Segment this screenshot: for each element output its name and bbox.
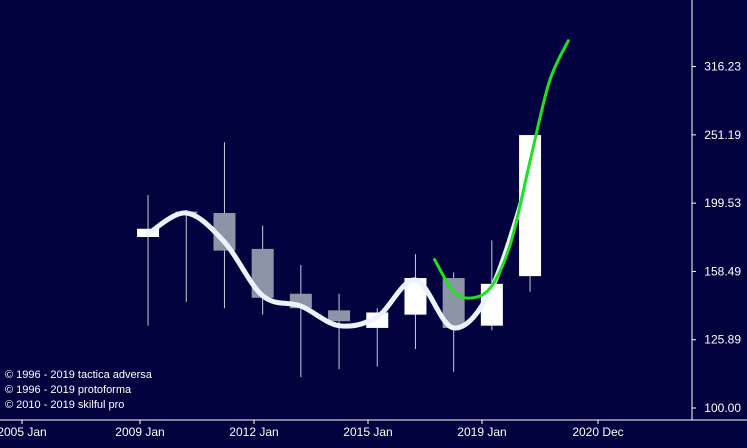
candle-body-8: [442, 278, 465, 328]
y-tick-label-1: 251.19: [704, 128, 741, 142]
y-tick-label-4: 125.89: [704, 333, 741, 347]
copyright-block: © 1996 - 2019 tactica adversa © 1996 - 2…: [5, 369, 153, 411]
lines-group: [145, 39, 570, 331]
candle-body-2: [213, 213, 236, 251]
y-tick-label-5: 100.00: [704, 401, 741, 415]
copyright-line-3: © 2010 - 2019 skilful pro: [5, 399, 124, 411]
copyright-line-1: © 1996 - 2019 tactica adversa: [5, 369, 153, 381]
y-tick-label-0: 316.23: [704, 60, 741, 74]
x-tick-label-4: 2019 Jan: [457, 425, 506, 439]
x-tick-label-2: 2012 Jan: [229, 425, 278, 439]
copyright-line-2: © 1996 - 2019 protoforma: [5, 384, 132, 396]
candle-body-7: [404, 278, 427, 315]
x-tick-label-5: 2020 Dec: [572, 425, 623, 439]
y-tick-label-3: 158.49: [704, 264, 741, 278]
series-line-1: [433, 39, 570, 300]
series-line-0: [145, 171, 533, 331]
x-tick-label-1: 2009 Jan: [115, 425, 164, 439]
candle-body-5: [328, 310, 351, 322]
y-tick-label-2: 199.53: [704, 196, 741, 210]
x-tick-label-0: 2005 Jan: [0, 425, 47, 439]
x-ticks: 2005 Jan 2009 Jan 2012 Jan 2015 Jan 2019 Jan…: [0, 420, 624, 439]
candles-group: [137, 135, 542, 378]
candle-body-6: [366, 312, 389, 328]
x-tick-label-3: 2015 Jan: [343, 425, 392, 439]
candle-body-3: [251, 248, 274, 298]
candle-body-10: [519, 135, 542, 277]
y-ticks: 316.23 251.19 199.53 158.49 125.89 100.00: [692, 60, 741, 415]
